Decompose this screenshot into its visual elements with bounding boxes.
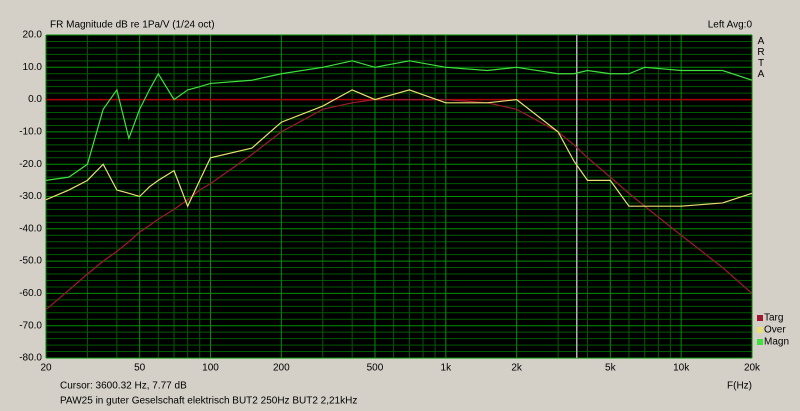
y-tick-label: -50.0 [19,256,42,267]
y-tick-label: -30.0 [19,191,42,202]
x-tick-label: 100 [202,363,219,374]
x-tick-label: 20 [40,363,52,374]
legend-label: Targ [764,313,783,324]
x-tick-label: 1k [441,363,453,374]
legend-swatch [757,339,763,345]
series-line [45,60,753,181]
x-tick-label: 500 [367,363,384,374]
y-tick-label: -20.0 [19,159,42,170]
x-tick-label: 20k [744,363,761,374]
y-tick-label: -10.0 [19,127,42,138]
x-tick-label: 10k [673,363,690,374]
brand: ARTA [757,36,765,80]
chart-title: FR Magnitude dB re 1Pa/V (1/24 oct) [50,20,215,31]
y-tick-label: 10.0 [23,62,43,73]
x-tick-label: 2k [511,363,523,374]
y-tick-label: -60.0 [19,288,42,299]
series-line [45,89,753,208]
legend-swatch [757,315,763,321]
series-line [45,99,753,311]
legend-swatch [757,327,763,333]
y-tick-label: 0.0 [28,94,42,105]
y-tick-label: -70.0 [19,320,42,331]
x-tick-label: 200 [273,363,290,374]
y-tick-label: -80.0 [19,353,42,364]
x-tick-label: 5k [605,363,617,374]
legend-label: Magn [764,337,789,348]
y-tick-label: 20.0 [23,30,43,41]
legend-label: Over [764,325,786,336]
cursor-text: Cursor: 3600.32 Hz, 7.77 dB [60,381,187,392]
x-axis-label: F(Hz) [727,381,752,392]
caption: PAW25 in guter Geselschaft elektrisch BU… [60,396,357,407]
x-tick-label: 50 [134,363,146,374]
channel-label: Left Avg:0 [708,20,753,31]
y-tick-label: -40.0 [19,223,42,234]
